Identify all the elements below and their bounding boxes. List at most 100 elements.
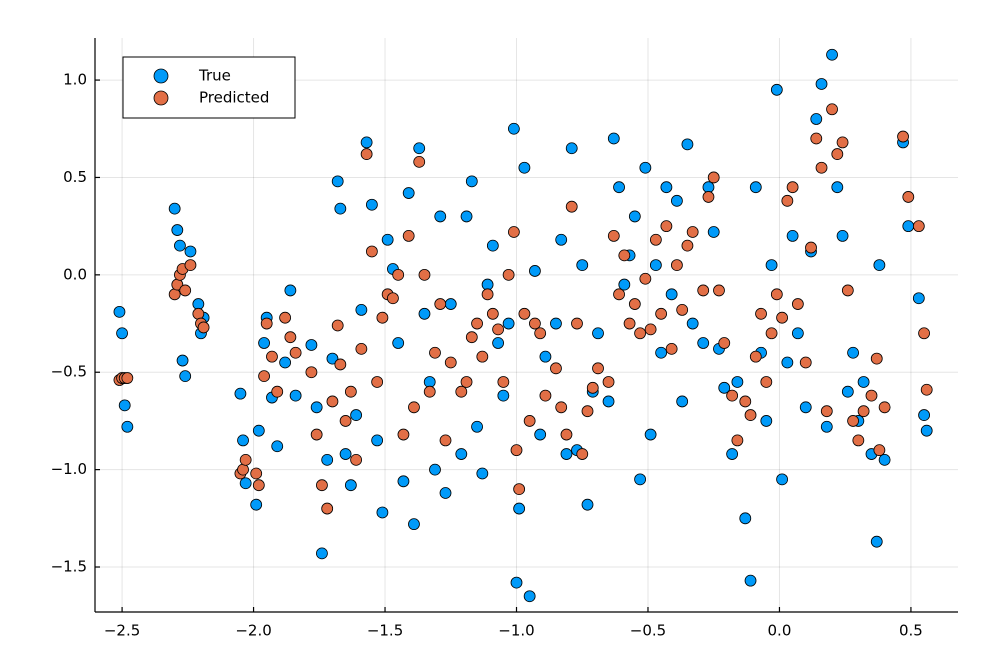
- point: [360, 148, 373, 160]
- point: [613, 181, 625, 194]
- point: [686, 317, 699, 330]
- point: [518, 161, 531, 174]
- x-tick-label: −2.0: [235, 622, 271, 640]
- point: [465, 175, 478, 188]
- point: [820, 420, 833, 433]
- point: [434, 210, 447, 223]
- y-tick-label: 0.0: [63, 265, 87, 283]
- legend-label: True: [198, 67, 231, 85]
- point: [841, 385, 854, 398]
- point: [176, 354, 189, 367]
- point: [912, 292, 925, 305]
- point: [497, 389, 510, 402]
- legend-marker: [153, 90, 169, 106]
- point: [726, 389, 739, 402]
- point: [776, 473, 788, 486]
- point: [760, 415, 773, 427]
- point: [371, 376, 384, 388]
- point: [429, 463, 441, 476]
- point: [321, 453, 334, 466]
- point: [639, 272, 652, 285]
- point: [460, 210, 473, 223]
- point: [686, 226, 699, 238]
- point: [602, 376, 615, 388]
- point: [912, 220, 925, 233]
- point: [739, 395, 752, 408]
- point: [174, 239, 186, 252]
- point: [434, 298, 447, 310]
- point: [560, 448, 573, 460]
- point: [681, 138, 694, 151]
- legend-marker: [153, 68, 169, 84]
- point: [402, 229, 415, 242]
- x-tick-label: 0.5: [899, 622, 923, 640]
- point: [518, 307, 531, 320]
- point: [344, 385, 357, 398]
- point: [260, 317, 273, 330]
- point: [486, 239, 499, 252]
- point: [847, 415, 859, 427]
- point: [826, 103, 838, 116]
- point: [289, 389, 302, 402]
- point: [539, 389, 552, 402]
- point: [878, 453, 891, 466]
- point: [423, 385, 436, 398]
- point: [237, 434, 249, 447]
- point: [586, 381, 599, 394]
- point: [831, 181, 844, 194]
- point: [239, 477, 252, 490]
- point: [799, 356, 812, 369]
- point: [184, 245, 197, 258]
- point: [310, 428, 323, 441]
- point: [397, 475, 410, 488]
- x-tick-label: −1.5: [367, 622, 403, 640]
- point: [744, 574, 757, 587]
- point: [565, 200, 578, 213]
- point: [376, 506, 389, 519]
- point: [555, 401, 568, 414]
- point: [550, 362, 562, 375]
- legend-box: [122, 56, 296, 119]
- point: [920, 424, 933, 437]
- point: [581, 405, 594, 418]
- point: [350, 453, 363, 466]
- point: [628, 210, 641, 223]
- point: [618, 278, 631, 291]
- point: [113, 305, 126, 318]
- point: [897, 130, 909, 143]
- point: [786, 229, 799, 242]
- point: [534, 327, 547, 340]
- point: [607, 229, 620, 242]
- point: [560, 428, 573, 441]
- point: [831, 148, 844, 160]
- point: [326, 352, 339, 365]
- point: [360, 136, 373, 149]
- point: [460, 376, 473, 388]
- point: [465, 331, 478, 344]
- y-tick-label: −0.5: [51, 363, 87, 381]
- point: [279, 311, 292, 324]
- point: [250, 467, 263, 480]
- point: [510, 576, 523, 589]
- point: [649, 233, 662, 246]
- x-tick-label: −2.5: [104, 622, 140, 640]
- point: [289, 346, 302, 359]
- point: [237, 463, 249, 476]
- point: [271, 440, 284, 453]
- point: [402, 187, 415, 199]
- point: [655, 346, 668, 359]
- point: [252, 424, 265, 437]
- point: [326, 395, 339, 408]
- point: [179, 284, 192, 297]
- point: [697, 284, 710, 297]
- point: [565, 142, 578, 155]
- point: [284, 331, 297, 344]
- point: [355, 304, 368, 316]
- point: [592, 362, 604, 375]
- point: [121, 420, 134, 433]
- point: [334, 358, 347, 371]
- point: [339, 448, 352, 460]
- point: [179, 370, 192, 383]
- point: [765, 259, 778, 272]
- point: [271, 385, 284, 398]
